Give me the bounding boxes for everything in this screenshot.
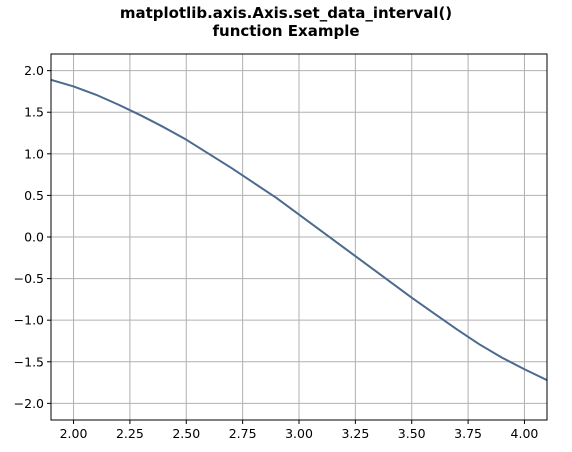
y-tick-label: 1.5 [24,105,44,120]
x-tick-label: 3.00 [285,426,313,441]
x-tick-label: 2.75 [229,426,257,441]
y-tick-label: 0.5 [24,188,44,203]
x-tick-label: 2.00 [60,426,88,441]
y-tick-label: 0.0 [24,230,44,245]
x-tick-label: 2.25 [116,426,144,441]
chart-title: matplotlib.axis.Axis.set_data_interval()… [0,4,572,40]
y-tick-label: −2.0 [14,396,44,411]
chart-title-line-2: function Example [212,22,360,40]
x-tick-label: 2.50 [172,426,200,441]
x-axis: 2.00 2.25 2.50 2.75 3.00 3.25 3.50 3.75 4.00 [60,420,539,441]
series-line-0 [51,78,547,381]
series-group [51,78,547,381]
chart-title-line-1: matplotlib.axis.Axis.set_data_interval() [119,4,453,22]
x-tick-label: 4.00 [511,426,539,441]
x-tick-label: 3.25 [341,426,369,441]
x-tick-label: 3.75 [454,426,482,441]
y-tick-label: −0.5 [14,271,44,286]
y-axis: 2.0 1.5 1.0 0.5 0.0 −0.5 −1.0 −1.5 −2.0 [14,63,51,411]
y-tick-label: −1.0 [14,313,44,328]
x-tick-label: 3.50 [398,426,426,441]
y-tick-label: −1.5 [14,354,44,369]
y-tick-label: 2.0 [24,63,44,78]
y-tick-label: 1.0 [24,146,44,161]
